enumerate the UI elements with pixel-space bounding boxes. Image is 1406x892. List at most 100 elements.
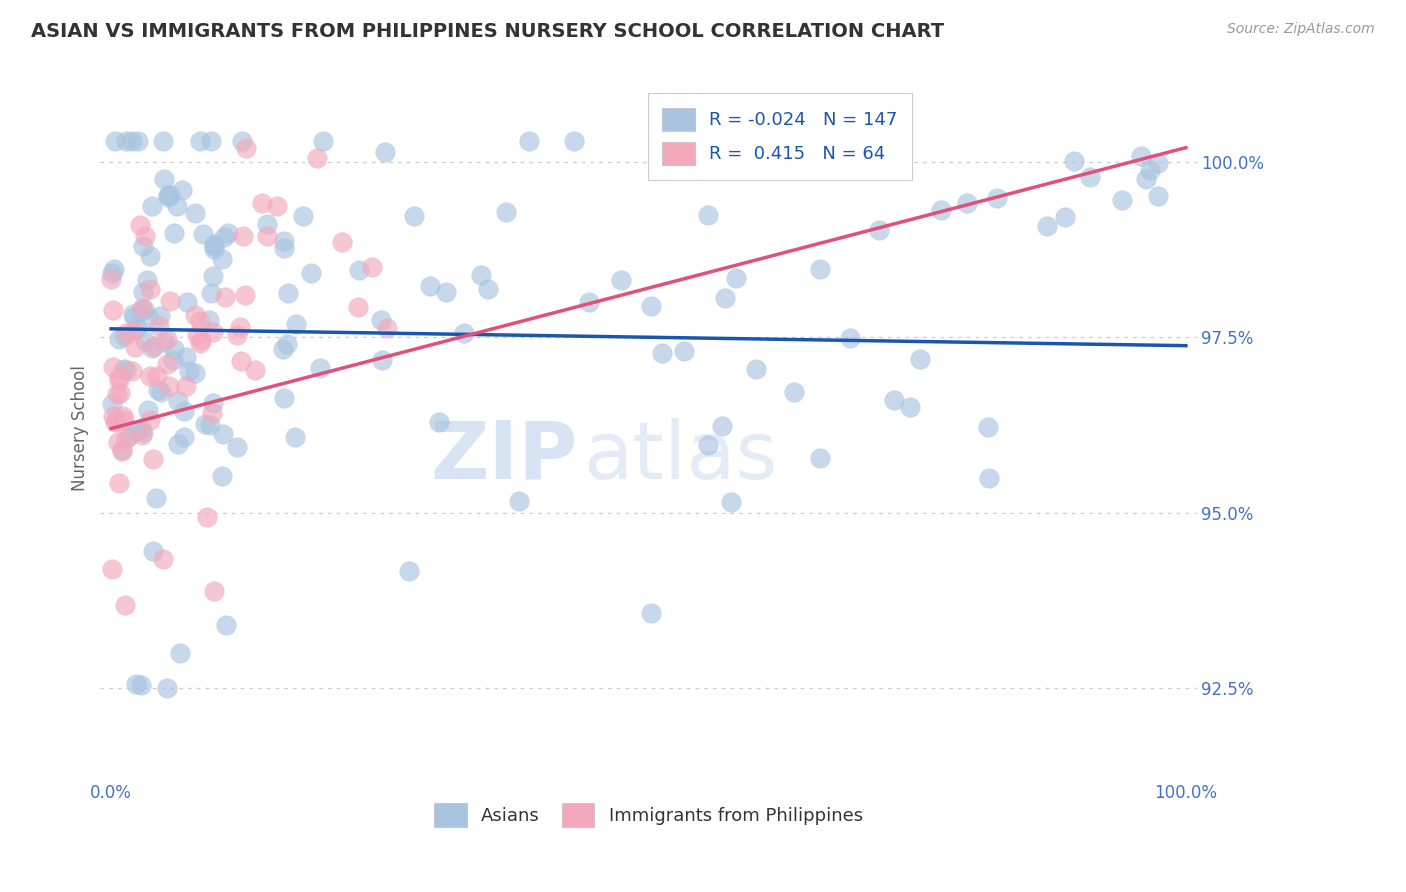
Point	[201, 269, 224, 284]
Point	[371, 353, 394, 368]
Point	[276, 337, 298, 351]
Point	[152, 551, 174, 566]
Point	[131, 428, 153, 442]
Point	[266, 199, 288, 213]
Point	[149, 309, 172, 323]
Point	[782, 385, 804, 400]
Point	[814, 134, 837, 148]
Point	[202, 242, 225, 256]
Point	[271, 342, 294, 356]
Point	[104, 415, 127, 429]
Legend: Asians, Immigrants from Philippines: Asians, Immigrants from Philippines	[427, 797, 870, 834]
Point	[273, 234, 295, 248]
Point	[292, 209, 315, 223]
Point	[305, 151, 328, 165]
Point	[148, 383, 170, 397]
Point	[173, 404, 195, 418]
Point	[122, 307, 145, 321]
Point	[125, 677, 148, 691]
Point	[235, 141, 257, 155]
Point	[170, 184, 193, 198]
Point	[163, 342, 186, 356]
Point	[115, 363, 138, 377]
Point	[122, 324, 145, 338]
Point	[1063, 153, 1085, 168]
Point	[129, 304, 152, 318]
Point	[1135, 172, 1157, 186]
Point	[347, 263, 370, 277]
Point	[898, 400, 921, 414]
Y-axis label: Nursery School: Nursery School	[72, 366, 89, 491]
Text: Source: ZipAtlas.com: Source: ZipAtlas.com	[1227, 22, 1375, 37]
Point	[868, 222, 890, 236]
Point	[1147, 156, 1170, 170]
Point	[114, 598, 136, 612]
Point	[136, 273, 159, 287]
Point	[105, 387, 128, 401]
Point	[162, 352, 184, 367]
Point	[724, 271, 747, 285]
Point	[100, 266, 122, 280]
Point	[157, 188, 180, 202]
Point	[232, 228, 254, 243]
Point	[134, 229, 156, 244]
Point	[129, 677, 152, 691]
Point	[190, 313, 212, 327]
Point	[714, 291, 737, 305]
Point	[105, 414, 128, 428]
Point	[697, 208, 720, 222]
Point	[118, 429, 141, 443]
Point	[138, 413, 160, 427]
Point	[986, 191, 1008, 205]
Point	[211, 252, 233, 266]
Point	[142, 339, 165, 353]
Point	[419, 279, 441, 293]
Point	[115, 326, 138, 340]
Point	[101, 359, 124, 374]
Point	[101, 409, 124, 423]
Point	[188, 336, 211, 351]
Point	[1078, 170, 1101, 185]
Point	[157, 378, 180, 392]
Point	[808, 450, 831, 465]
Point	[374, 145, 396, 160]
Point	[578, 294, 600, 309]
Point	[115, 432, 138, 446]
Point	[101, 397, 124, 411]
Point	[697, 438, 720, 452]
Point	[108, 476, 131, 491]
Point	[132, 425, 155, 439]
Point	[193, 227, 215, 242]
Point	[184, 308, 207, 322]
Point	[201, 396, 224, 410]
Point	[1036, 219, 1059, 233]
Point	[651, 346, 673, 360]
Point	[204, 583, 226, 598]
Point	[226, 328, 249, 343]
Point	[640, 299, 662, 313]
Point	[153, 171, 176, 186]
Point	[115, 134, 138, 148]
Point	[711, 418, 734, 433]
Point	[134, 334, 156, 348]
Point	[495, 204, 517, 219]
Point	[112, 361, 135, 376]
Point	[131, 238, 153, 252]
Point	[1139, 162, 1161, 177]
Point	[121, 134, 143, 148]
Point	[214, 290, 236, 304]
Point	[427, 415, 450, 429]
Point	[104, 134, 127, 148]
Point	[183, 366, 205, 380]
Point	[1146, 188, 1168, 202]
Point	[174, 350, 197, 364]
Point	[720, 494, 742, 508]
Point	[211, 469, 233, 483]
Point	[235, 287, 257, 301]
Point	[103, 261, 125, 276]
Point	[132, 301, 155, 316]
Point	[453, 326, 475, 341]
Point	[672, 344, 695, 359]
Point	[141, 199, 163, 213]
Point	[517, 134, 540, 148]
